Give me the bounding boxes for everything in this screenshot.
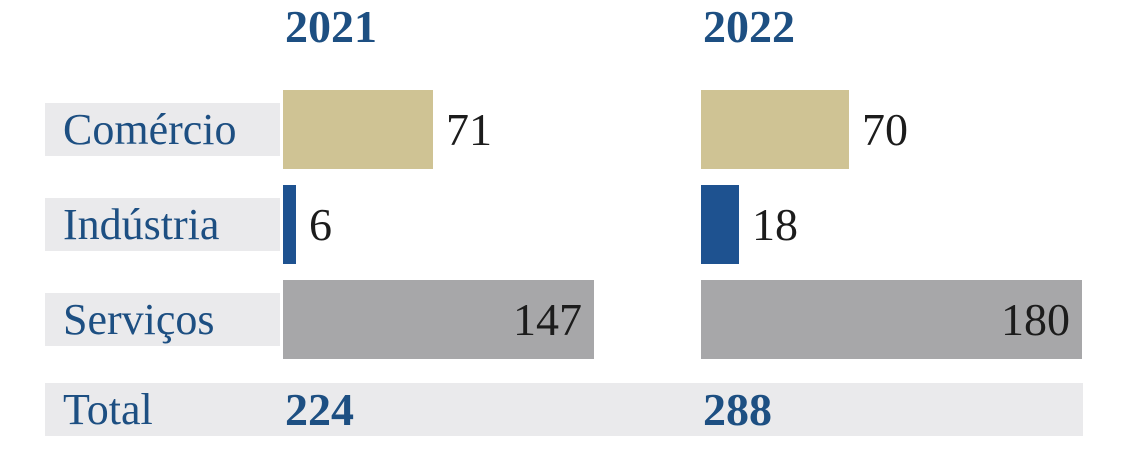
value-label-2022-comercio: 70	[862, 103, 908, 155]
value-label-2022-servicos: 180	[1001, 293, 1070, 345]
value-label-2021-comercio: 71	[446, 103, 492, 155]
total-row-strip	[45, 383, 1083, 436]
total-value-2021: 224	[285, 383, 354, 435]
bar-2021-servicos	[283, 280, 594, 359]
bar-2021-comercio	[283, 90, 433, 169]
column-header-2022: 2022	[703, 1, 795, 52]
bar-2022-servicos	[701, 280, 1082, 359]
bar-2021-industria	[283, 185, 296, 264]
bar-2022-comercio	[701, 90, 849, 169]
bar-2022-industria	[701, 185, 739, 264]
value-label-2022-industria: 18	[752, 198, 798, 250]
total-value-2022: 288	[703, 383, 772, 435]
total-row-label: Total	[63, 384, 153, 434]
value-label-2021-industria: 6	[309, 198, 332, 250]
value-label-2021-servicos: 147	[513, 293, 582, 345]
category-label-servicos: Serviços	[45, 293, 280, 346]
category-label-text: Comércio	[63, 104, 237, 154]
category-label-text: Serviços	[63, 294, 215, 344]
column-header-2021: 2021	[285, 1, 377, 52]
category-label-comercio: Comércio	[45, 103, 280, 156]
category-label-text: Indústria	[63, 199, 220, 249]
category-label-industria: Indústria	[45, 198, 280, 251]
